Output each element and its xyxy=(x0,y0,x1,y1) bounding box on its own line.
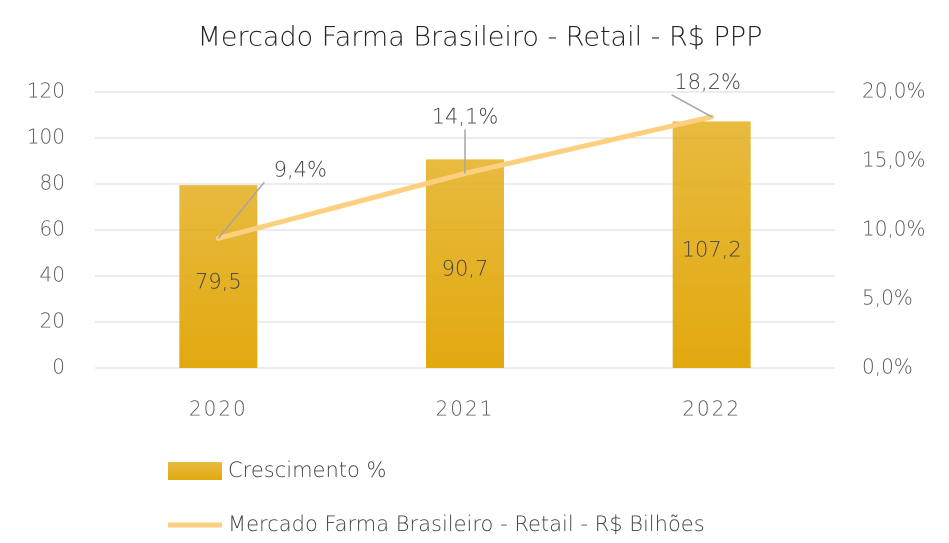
legend-swatch xyxy=(168,462,222,480)
x-tick-label: 2022 xyxy=(682,397,741,421)
y-tick-label: 60 xyxy=(40,217,65,241)
y2-tick-label: 15,0% xyxy=(862,148,926,172)
legend-label: Crescimento % xyxy=(228,458,386,482)
y-tick-label: 100 xyxy=(27,125,65,149)
bar-value-label: 79,5 xyxy=(195,270,242,294)
bar-value-label: 107,2 xyxy=(682,238,742,262)
bar xyxy=(426,159,504,368)
y-tick-label: 0 xyxy=(52,355,65,379)
y-tick-label: 20 xyxy=(40,309,65,333)
y-tick-label: 120 xyxy=(27,79,65,103)
legend-label: Mercado Farma Brasileiro - Retail - R$ B… xyxy=(228,512,705,536)
leader-line xyxy=(671,94,713,118)
bar xyxy=(672,121,751,368)
y2-tick-label: 20,0% xyxy=(862,79,926,103)
bar-value-label: 90,7 xyxy=(442,257,489,281)
y-tick-label: 40 xyxy=(40,263,65,287)
bar xyxy=(179,185,258,368)
line-value-label: 14,1% xyxy=(432,104,499,128)
y2-tick-label: 5,0% xyxy=(862,286,913,310)
line-value-label: 18,2% xyxy=(674,70,741,94)
x-tick-label: 2020 xyxy=(189,397,248,421)
y-tick-label: 80 xyxy=(40,171,65,195)
chart-title: Mercado Farma Brasileiro - Retail - R$ P… xyxy=(198,22,763,53)
y2-tick-label: 0,0% xyxy=(862,355,913,379)
leader-line xyxy=(217,181,265,239)
line-value-label: 9,4% xyxy=(274,157,327,181)
y2-tick-label: 10,0% xyxy=(862,217,926,241)
x-tick-label: 2021 xyxy=(436,397,495,421)
